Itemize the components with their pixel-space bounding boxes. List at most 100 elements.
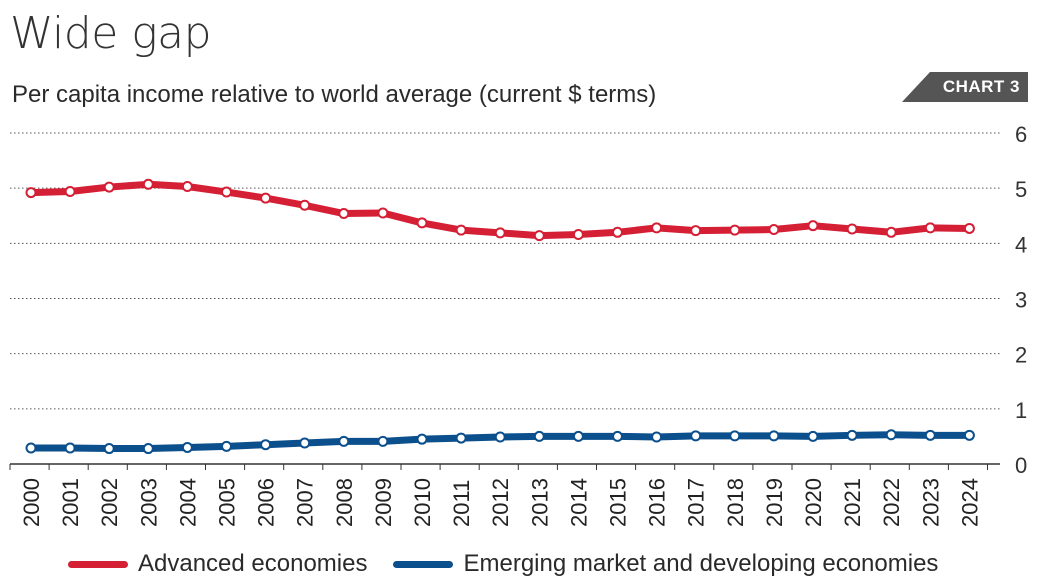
- y-tick-label: 0: [1015, 453, 1027, 478]
- y-axis-ticks: 0 1 2 3 4 5 6: [1015, 122, 1027, 478]
- x-axis: 2000 2001 2002 2003 2004 2005 2006 2007 2008 2009…: [9, 463, 1000, 527]
- data-point: [416, 433, 428, 445]
- data-point: [64, 442, 76, 454]
- badge-label: CHART 3: [942, 77, 1020, 96]
- data-point: [924, 222, 936, 234]
- data-point: [729, 430, 741, 442]
- x-tick-label: 2024: [957, 478, 982, 527]
- x-tick-label: 2018: [723, 478, 748, 527]
- data-point: [64, 185, 76, 197]
- x-tick-label: 2019: [762, 478, 787, 527]
- x-tick-label: 2011: [449, 480, 474, 527]
- x-tick-label: 2020: [801, 478, 826, 527]
- x-tick-label: 2021: [840, 478, 865, 527]
- legend-swatch-emerging: [393, 560, 454, 568]
- y-tick-label: 3: [1015, 288, 1027, 313]
- data-point: [103, 443, 115, 455]
- data-point: [807, 220, 819, 232]
- data-point: [729, 224, 741, 236]
- x-tick-label: 2013: [527, 478, 552, 527]
- data-point: [572, 229, 584, 241]
- data-point: [768, 430, 780, 442]
- data-point: [963, 222, 975, 234]
- data-point: [260, 192, 272, 204]
- gridlines: [10, 132, 1000, 410]
- data-point: [846, 223, 858, 235]
- x-tick-label: 2007: [293, 478, 318, 527]
- x-tick-label: 2014: [566, 478, 591, 527]
- x-tick-label: 2008: [332, 478, 357, 527]
- chart-title: Wide gap: [10, 8, 212, 59]
- x-tick-label: 2000: [19, 478, 44, 527]
- y-tick-label: 2: [1015, 343, 1027, 368]
- x-tick-label: 2002: [97, 478, 122, 527]
- data-point: [221, 186, 232, 198]
- legend-label-emerging: Emerging market and developing economies: [463, 550, 939, 577]
- x-tick-label: 2004: [175, 478, 200, 527]
- data-point: [103, 181, 115, 193]
- x-tick-label: 2012: [488, 478, 513, 527]
- data-point: [494, 431, 506, 443]
- data-point: [25, 187, 37, 199]
- data-point: [533, 230, 545, 242]
- data-point: [885, 429, 897, 441]
- data-point: [455, 224, 467, 236]
- x-tick-label: 2009: [371, 478, 396, 527]
- x-tick-label: 2003: [136, 478, 161, 527]
- y-tick-label: 1: [1015, 398, 1027, 423]
- data-point: [612, 226, 623, 238]
- data-point: [338, 208, 350, 220]
- legend-label-advanced: Advanced economies: [138, 550, 368, 577]
- data-point: [651, 431, 663, 443]
- legend-item-advanced: Advanced economies: [68, 550, 367, 578]
- data-point: [299, 437, 311, 449]
- legend-swatch-advanced: [68, 560, 128, 568]
- legend: Advanced economies Emerging market and d…: [68, 548, 964, 580]
- x-tick-label: 2016: [645, 478, 670, 527]
- data-point: [142, 443, 154, 455]
- x-tick-label: 2015: [606, 478, 631, 527]
- chart-subtitle: Per capita income relative to world aver…: [12, 81, 657, 108]
- data-point: [690, 430, 702, 442]
- data-point: [221, 440, 232, 452]
- data-point: [181, 181, 193, 193]
- data-point: [181, 441, 193, 453]
- badge-background: [902, 72, 1028, 102]
- x-tick-label: 2010: [410, 478, 435, 527]
- chart-number-badge: CHART 3: [902, 72, 1028, 102]
- data-point: [494, 227, 506, 239]
- x-tick-label: 2022: [879, 478, 904, 527]
- y-tick-label: 5: [1015, 177, 1027, 202]
- series-advanced: [25, 178, 975, 242]
- data-point: [807, 430, 819, 442]
- data-point: [260, 439, 272, 451]
- data-point: [768, 224, 780, 236]
- data-point: [690, 225, 702, 237]
- data-point: [455, 432, 467, 444]
- data-point: [612, 430, 623, 442]
- data-point: [846, 429, 858, 441]
- data-point: [377, 207, 389, 219]
- data-point: [338, 435, 350, 447]
- data-point: [885, 226, 897, 238]
- data-point: [924, 429, 936, 441]
- y-tick-label: 4: [1015, 232, 1027, 257]
- data-point: [651, 222, 663, 234]
- data-point: [299, 199, 311, 211]
- data-point: [533, 430, 545, 442]
- series-emerging: [25, 429, 975, 455]
- x-tick-label: 2001: [58, 478, 83, 527]
- legend-item-emerging: Emerging market and developing economies: [393, 550, 938, 578]
- x-tick-label: 2006: [254, 478, 279, 527]
- x-tick-label: 2017: [684, 478, 709, 527]
- data-point: [572, 430, 584, 442]
- series-group: [25, 178, 975, 455]
- x-tick-label: 2023: [918, 478, 943, 527]
- data-point: [25, 442, 37, 454]
- data-point: [416, 217, 428, 229]
- y-tick-label: 6: [1015, 122, 1027, 147]
- data-point: [142, 178, 154, 190]
- data-point: [377, 435, 389, 447]
- x-tick-label: 2005: [215, 478, 240, 527]
